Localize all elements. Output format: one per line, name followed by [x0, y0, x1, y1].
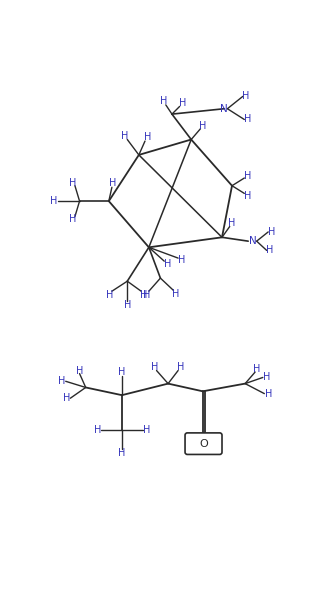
Text: H: H [118, 448, 126, 458]
Text: H: H [109, 178, 116, 188]
Text: H: H [69, 214, 76, 224]
Text: H: H [164, 260, 171, 269]
Text: H: H [177, 255, 185, 265]
Text: H: H [94, 425, 101, 435]
Text: H: H [58, 376, 66, 386]
Text: H: H [63, 393, 70, 403]
Text: H: H [118, 367, 126, 377]
Text: H: H [144, 132, 151, 142]
Text: H: H [69, 178, 76, 188]
Text: H: H [199, 121, 206, 130]
Text: O: O [199, 439, 208, 448]
Text: H: H [244, 191, 251, 201]
Text: H: H [172, 289, 179, 299]
Text: H: H [124, 300, 131, 310]
Text: H: H [143, 290, 150, 300]
Text: H: H [160, 96, 167, 106]
Text: N: N [249, 236, 257, 246]
Text: H: H [244, 170, 251, 181]
Text: H: H [121, 131, 129, 141]
Text: H: H [268, 227, 275, 237]
Text: N: N [221, 103, 228, 114]
Text: H: H [228, 218, 235, 228]
Text: H: H [51, 196, 58, 206]
Text: H: H [140, 290, 147, 300]
Text: H: H [177, 362, 184, 373]
Text: H: H [266, 245, 273, 255]
Text: H: H [143, 425, 150, 435]
Text: H: H [106, 290, 113, 300]
Text: H: H [244, 114, 251, 124]
Text: H: H [242, 91, 250, 102]
Text: H: H [179, 98, 186, 108]
Text: H: H [76, 365, 83, 376]
Text: H: H [263, 373, 270, 383]
Text: H: H [151, 362, 158, 373]
Text: H: H [264, 389, 272, 399]
FancyBboxPatch shape [185, 433, 222, 454]
Text: H: H [253, 364, 260, 374]
